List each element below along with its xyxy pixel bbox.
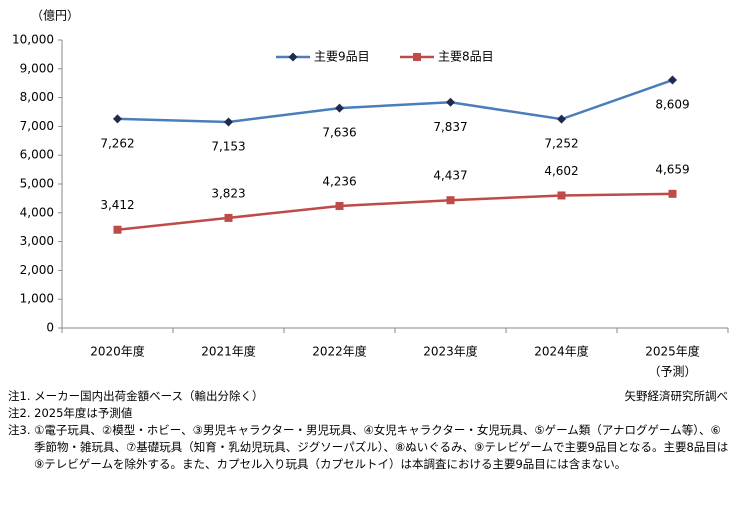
y-tick-label: 2,000 [20, 263, 54, 277]
y-tick-label: 6,000 [20, 148, 54, 162]
marker [113, 225, 122, 234]
marker [113, 114, 122, 124]
marker [335, 202, 344, 211]
x-tick-label: 2022年度 [312, 344, 367, 359]
y-tick-label: 0 [46, 321, 54, 335]
marker [557, 191, 566, 200]
x-tick-label: 2025年度 [645, 344, 700, 359]
marker [335, 103, 344, 113]
marker [413, 53, 421, 61]
data-label: 8,609 [655, 98, 689, 112]
data-label: 3,412 [100, 198, 134, 212]
marker [446, 196, 455, 205]
y-tick-label: 5,000 [20, 177, 54, 191]
unit-label: （億円） [31, 9, 79, 23]
x-tick-label: 2020年度 [90, 344, 145, 359]
y-tick-label: 4,000 [20, 205, 54, 219]
marker [224, 117, 233, 127]
source: 矢野経済研究所調べ [624, 389, 729, 403]
y-tick-label: 3,000 [20, 234, 54, 248]
data-label: 4,602 [544, 164, 578, 178]
chart: （億円） 0 1,000 2,000 3,000 4,000 5,000 6,000 7,00… [12, 9, 729, 379]
y-tick-label: 1,000 [20, 292, 54, 306]
marker [668, 75, 677, 85]
data-label: 3,823 [211, 186, 245, 200]
marker [288, 52, 298, 62]
notes: 注1. メーカー国内出荷金額ベース（輸出分除く） 注2. 2025年度は予測値注3… [8, 388, 730, 473]
series-line [117, 192, 673, 231]
note: 注2. 2025年度は予測値 [8, 406, 133, 420]
data-label: 7,252 [544, 137, 578, 151]
legend-label: 主要9品目 [314, 50, 370, 64]
data-label: 7,153 [211, 139, 245, 153]
note: 注3. ①電子玩具、②模型・ホビー、③男児キャラクター・男児玩具、④女児キャラク… [8, 423, 729, 471]
series-line [117, 78, 673, 124]
data-label: 4,236 [322, 175, 356, 189]
x-tick-label: 2023年度 [423, 344, 478, 359]
x-tick-label: 2024年度 [534, 344, 589, 359]
marker [668, 189, 677, 198]
note: 注1. メーカー国内出荷金額ベース（輸出分除く） [8, 389, 264, 403]
y-tick-label: 9,000 [20, 61, 54, 75]
annotation: （予測） [648, 365, 696, 379]
marker [557, 114, 566, 124]
marker [224, 213, 233, 222]
y-tick-label: 10,000 [12, 33, 54, 47]
marker [446, 97, 455, 107]
data-label: 7,262 [100, 136, 134, 150]
data-label: 4,659 [655, 162, 689, 176]
y-tick-label: 7,000 [20, 119, 54, 133]
data-label: 4,437 [433, 169, 467, 183]
data-label: 7,636 [322, 126, 356, 140]
legend-label: 主要8品目 [438, 50, 494, 64]
x-tick-label: 2021年度 [201, 344, 256, 359]
data-label: 7,837 [433, 120, 467, 134]
y-tick-label: 8,000 [20, 90, 54, 104]
